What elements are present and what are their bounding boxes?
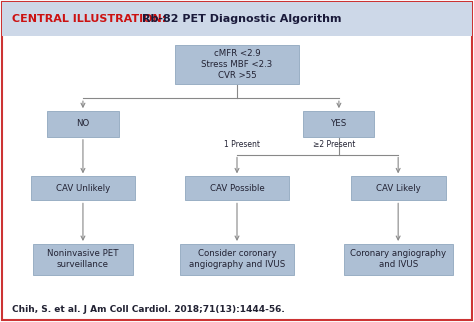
- Text: cMFR <2.9
Stress MBF <2.3
CVR >55: cMFR <2.9 Stress MBF <2.3 CVR >55: [201, 49, 273, 80]
- Text: CAV Unlikely: CAV Unlikely: [56, 184, 110, 193]
- FancyBboxPatch shape: [33, 244, 133, 274]
- FancyBboxPatch shape: [344, 244, 453, 274]
- Text: YES: YES: [331, 119, 347, 128]
- Text: NO: NO: [76, 119, 90, 128]
- Text: CAV Possible: CAV Possible: [210, 184, 264, 193]
- Text: ≥2 Present: ≥2 Present: [313, 140, 356, 149]
- FancyBboxPatch shape: [351, 176, 446, 200]
- Text: Rb-82 PET Diagnostic Algorithm: Rb-82 PET Diagnostic Algorithm: [142, 14, 342, 24]
- FancyBboxPatch shape: [2, 2, 472, 36]
- FancyBboxPatch shape: [175, 45, 299, 84]
- Text: Consider coronary
angiography and IVUS: Consider coronary angiography and IVUS: [189, 249, 285, 269]
- FancyBboxPatch shape: [31, 176, 135, 200]
- Text: CENTRAL ILLUSTRATION:: CENTRAL ILLUSTRATION:: [12, 14, 166, 24]
- FancyBboxPatch shape: [180, 244, 294, 274]
- Text: 1 Present: 1 Present: [224, 140, 260, 149]
- Text: Chih, S. et al. J Am Coll Cardiol. 2018;71(13):1444-56.: Chih, S. et al. J Am Coll Cardiol. 2018;…: [12, 305, 284, 314]
- Text: CAV Likely: CAV Likely: [376, 184, 420, 193]
- FancyBboxPatch shape: [47, 111, 118, 137]
- FancyBboxPatch shape: [2, 2, 472, 320]
- FancyBboxPatch shape: [303, 111, 374, 137]
- Text: Noninvasive PET
surveillance: Noninvasive PET surveillance: [47, 249, 118, 269]
- FancyBboxPatch shape: [185, 176, 289, 200]
- Text: Coronary angiography
and IVUS: Coronary angiography and IVUS: [350, 249, 446, 269]
